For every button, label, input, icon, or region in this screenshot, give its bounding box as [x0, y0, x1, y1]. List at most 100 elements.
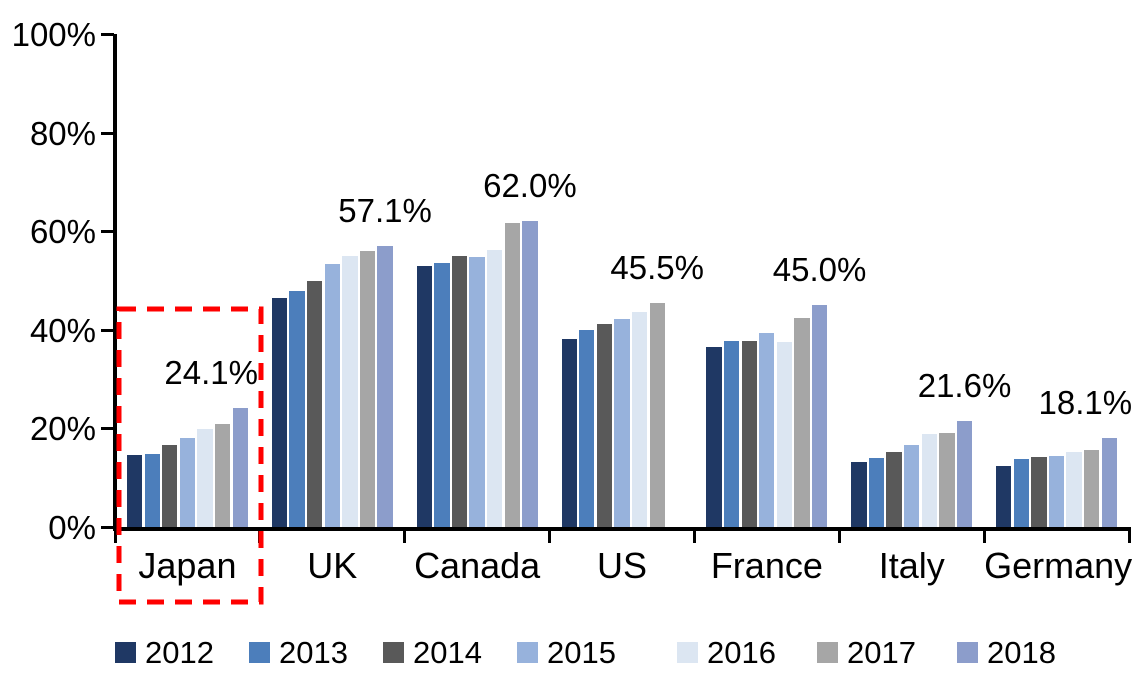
- legend-item-2016: 2016: [677, 637, 776, 668]
- legend-item-2013: 2013: [249, 637, 348, 668]
- legend-label-2014: 2014: [413, 635, 482, 670]
- bar-canada-2013: [434, 263, 450, 527]
- category-label-us: US: [596, 545, 647, 586]
- y-axis-tick: [101, 328, 114, 332]
- bar-uk-2018: [377, 245, 393, 527]
- legend-label-2013: 2013: [279, 635, 348, 670]
- bar-canada-2017: [504, 222, 520, 527]
- category-label-uk: UK: [307, 545, 358, 586]
- bar-italy-2012: [851, 461, 867, 527]
- category-label-canada: Canada: [414, 545, 541, 586]
- bar-us-2016: [631, 312, 648, 527]
- legend-swatch-2012: [115, 642, 136, 663]
- bar-canada-2016: [487, 249, 503, 527]
- bar-uk-2016: [342, 256, 358, 527]
- data-label-france: 45.0%: [772, 251, 867, 289]
- y-axis-tick: [101, 33, 114, 36]
- bar-italy-2018: [956, 420, 973, 527]
- y-axis-tick-label: 0%: [48, 509, 96, 546]
- bar-france-2013: [723, 340, 740, 527]
- bar-germany-2014: [1031, 457, 1047, 527]
- bar-france-2018: [811, 305, 828, 527]
- x-axis-line: [113, 527, 1131, 531]
- bar-us-2017: [649, 302, 665, 527]
- legend-label-2016: 2016: [707, 635, 776, 670]
- bar-germany-2015: [1048, 455, 1065, 527]
- y-axis-tick-label: 60%: [29, 213, 96, 251]
- data-label-germany: 18.1%: [1038, 383, 1133, 421]
- legend-label-2015: 2015: [547, 635, 616, 670]
- bar-canada-2014: [451, 255, 468, 527]
- bar-japan-2012: [126, 454, 143, 527]
- y-axis-tick-label: 20%: [29, 410, 96, 448]
- bar-france-2016: [776, 342, 793, 527]
- bar-japan-2016: [197, 429, 213, 527]
- legend-label-2012: 2012: [145, 635, 214, 670]
- legend-item-2014: 2014: [383, 637, 482, 668]
- bar-uk-2017: [359, 251, 376, 527]
- data-label-japan: 24.1%: [164, 354, 258, 392]
- y-axis-line: [113, 34, 117, 531]
- bar-germany-2013: [1013, 458, 1029, 527]
- legend-label-2017: 2017: [847, 635, 916, 670]
- bar-germany-2012: [996, 465, 1012, 527]
- bar-canada-2018: [522, 221, 538, 527]
- x-axis-tick: [692, 531, 696, 543]
- category-label-france: France: [710, 545, 823, 586]
- bar-germany-2016: [1066, 452, 1082, 527]
- x-axis-tick: [837, 531, 841, 543]
- x-axis-tick: [982, 531, 986, 543]
- x-axis-tick: [258, 531, 262, 543]
- bar-japan-2015: [179, 438, 196, 527]
- bar-japan-2017: [214, 423, 231, 527]
- bar-italy-2014: [886, 452, 902, 527]
- bar-us-2012: [561, 338, 577, 527]
- legend-swatch-2017: [817, 642, 838, 663]
- legend-swatch-2018: [957, 642, 978, 663]
- y-axis-tick-label: 100%: [11, 16, 96, 53]
- data-label-us: 45.5%: [610, 248, 704, 286]
- legend-swatch-2013: [249, 642, 270, 663]
- category-label-germany: Germany: [984, 545, 1133, 586]
- bar-us-2014: [596, 324, 613, 527]
- bar-france-2012: [706, 347, 722, 527]
- bar-italy-2017: [939, 433, 955, 527]
- bar-france-2015: [759, 332, 775, 527]
- legend-swatch-2014: [383, 642, 404, 663]
- y-axis-tick: [101, 427, 114, 431]
- x-axis-tick: [548, 531, 552, 543]
- bar-germany-2018: [1101, 437, 1117, 527]
- legend-label-2018: 2018: [987, 635, 1056, 670]
- x-axis-tick: [403, 531, 407, 543]
- data-label-uk: 57.1%: [338, 191, 432, 229]
- bar-uk-2014: [307, 280, 323, 527]
- x-axis-tick: [113, 531, 117, 543]
- bar-italy-2013: [868, 458, 885, 527]
- bar-us-2015: [614, 319, 630, 527]
- bar-canada-2012: [416, 265, 432, 527]
- bar-uk-2012: [271, 298, 288, 527]
- y-axis-tick: [101, 526, 114, 529]
- bar-italy-2015: [904, 444, 920, 527]
- bar-germany-2017: [1084, 449, 1100, 527]
- bar-canada-2015: [469, 257, 485, 527]
- y-axis-tick-label: 40%: [29, 311, 96, 349]
- bar-japan-2014: [162, 445, 178, 527]
- bar-italy-2016: [921, 433, 937, 527]
- bar-uk-2015: [324, 264, 340, 527]
- legend-item-2015: 2015: [517, 637, 616, 668]
- bar-us-2013: [579, 329, 595, 527]
- data-label-italy: 21.6%: [917, 366, 1012, 404]
- legend-item-2018: 2018: [957, 637, 1056, 668]
- y-axis-tick: [101, 230, 114, 234]
- legend-item-2017: 2017: [817, 637, 916, 668]
- category-label-italy: Italy: [878, 545, 945, 586]
- data-label-canada: 62.0%: [483, 167, 577, 205]
- y-axis-tick: [101, 131, 114, 135]
- x-axis-tick: [1127, 531, 1131, 543]
- bar-france-2017: [794, 318, 810, 527]
- legend-swatch-2016: [677, 642, 698, 663]
- category-label-japan: Japan: [138, 545, 237, 586]
- legend-item-2012: 2012: [115, 637, 214, 668]
